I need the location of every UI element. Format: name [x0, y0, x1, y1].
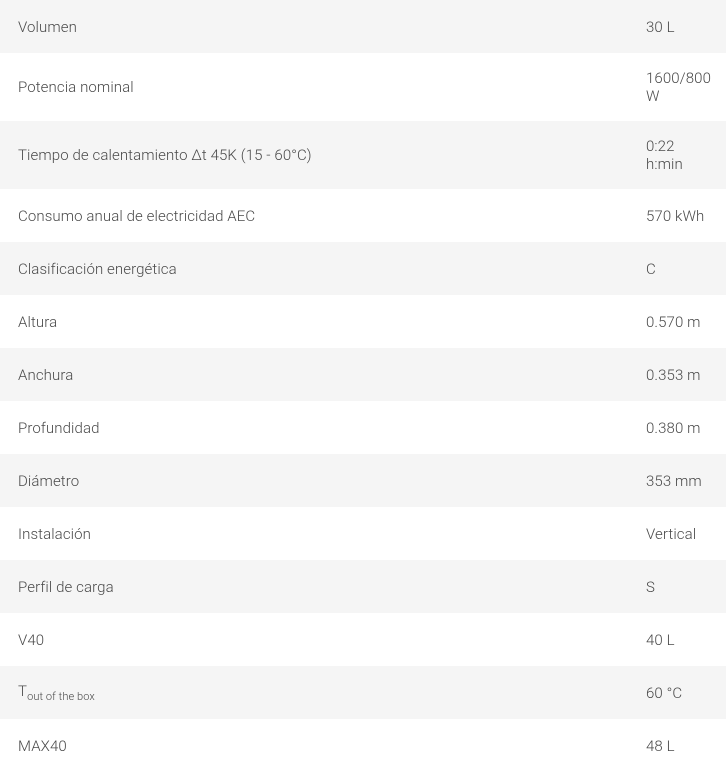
table-row: Volumen 30 L — [0, 0, 726, 53]
spec-label: Diámetro — [18, 472, 646, 490]
table-row: Instalación Vertical — [0, 507, 726, 560]
spec-value: 0.380 m — [646, 419, 708, 437]
spec-value: 570 kWh — [646, 207, 708, 225]
table-row: Potencia nominal 1600/800 W — [0, 53, 726, 121]
spec-value: 30 L — [646, 18, 708, 36]
spec-label: MAX40 — [18, 737, 646, 755]
table-row: Anchura 0.353 m — [0, 348, 726, 401]
spec-value: 60 °C — [646, 684, 708, 702]
spec-value: 1600/800 W — [646, 69, 711, 105]
spec-value: 40 L — [646, 631, 708, 649]
table-row: Diámetro 353 mm — [0, 454, 726, 507]
table-row: MAX40 48 L — [0, 719, 726, 772]
label-subscript: out of the box — [27, 690, 95, 703]
spec-value: Vertical — [646, 525, 708, 543]
spec-table: Volumen 30 L Potencia nominal 1600/800 W… — [0, 0, 726, 772]
table-row: Perfil de carga S — [0, 560, 726, 613]
table-row: Profundidad 0.380 m — [0, 401, 726, 454]
table-row: Altura 0.570 m — [0, 295, 726, 348]
label-prefix: T — [18, 682, 27, 700]
spec-value: C — [646, 260, 708, 278]
table-row: Tiempo de calentamiento Δt 45K (15 - 60°… — [0, 121, 726, 189]
spec-label: Volumen — [18, 18, 646, 36]
spec-label: Anchura — [18, 366, 646, 384]
spec-value: 48 L — [646, 737, 708, 755]
spec-label: Altura — [18, 313, 646, 331]
spec-value: 0:22 h:min — [646, 137, 708, 173]
spec-label: Consumo anual de electricidad AEC — [18, 207, 646, 225]
spec-label: Profundidad — [18, 419, 646, 437]
spec-value: S — [646, 578, 708, 596]
table-row: V40 40 L — [0, 613, 726, 666]
spec-label: Perfil de carga — [18, 578, 646, 596]
spec-value: 353 mm — [646, 472, 708, 490]
table-row: Clasificación energética C — [0, 242, 726, 295]
spec-label: Potencia nominal — [18, 78, 646, 96]
spec-label: Tiempo de calentamiento Δt 45K (15 - 60°… — [18, 146, 646, 164]
table-row: Tout of the box 60 °C — [0, 666, 726, 719]
spec-value: 0.570 m — [646, 313, 708, 331]
spec-label: Instalación — [18, 525, 646, 543]
spec-value: 0.353 m — [646, 366, 708, 384]
spec-label: Tout of the box — [18, 682, 646, 703]
spec-label: V40 — [18, 631, 646, 649]
spec-label: Clasificación energética — [18, 260, 646, 278]
table-row: Consumo anual de electricidad AEC 570 kW… — [0, 189, 726, 242]
